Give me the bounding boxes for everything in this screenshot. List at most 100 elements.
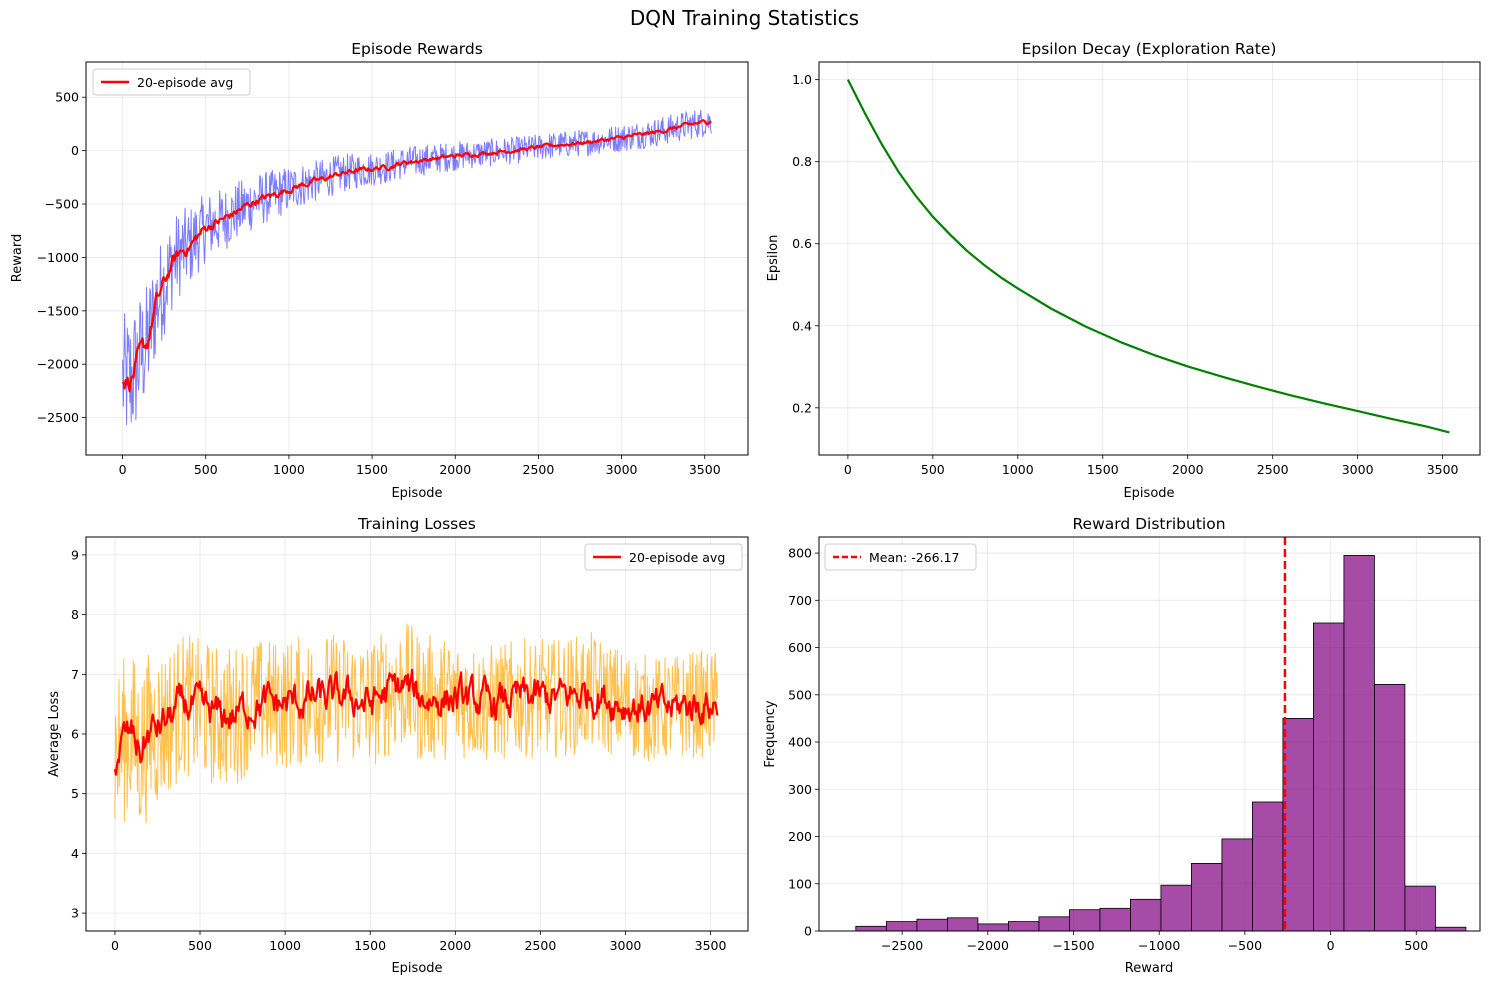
legend: 20-episode avg — [92, 68, 251, 96]
x-tick-label: 1500 — [1087, 462, 1119, 477]
x-tick-label: −1500 — [1052, 938, 1094, 953]
y-tick-label: 400 — [788, 735, 812, 750]
axes-frame — [818, 61, 1481, 456]
legend: 20-episode avg — [584, 543, 743, 571]
legend: Mean: -266.17 — [824, 543, 977, 571]
x-tick-label: 3500 — [695, 938, 727, 953]
histogram-bar — [1130, 898, 1162, 932]
series-marks — [846, 79, 1450, 434]
epsilon-decay-panel: 0 500 1000 1500 2000 2500 3000 3500 0.20.40.60.… — [766, 40, 1481, 501]
series-marks — [121, 109, 712, 426]
x-tick-label: 2500 — [524, 938, 556, 953]
y-tick-label: 1.0 — [792, 72, 812, 87]
x-tick-label: 500 — [188, 938, 212, 953]
legend-label-mean: Mean: -266.17 — [869, 550, 960, 565]
histogram-bar — [1191, 863, 1223, 932]
y-axis-label: Reward — [10, 234, 25, 282]
x-tick-label: 0 — [119, 462, 127, 477]
y-tick-label: 200 — [788, 829, 812, 844]
x-tick-label: 500 — [194, 462, 218, 477]
x-tick-label: −500 — [1228, 938, 1262, 953]
panel-title: Training Losses — [357, 515, 476, 533]
x-axis-label: Episode — [1123, 486, 1174, 501]
y-tick-label: 500 — [55, 90, 79, 105]
series-line-main — [846, 79, 1450, 434]
x-axis-label: Reward — [1125, 961, 1173, 976]
x-tick-label: 500 — [921, 462, 945, 477]
y-ticks: 3 4 5 6 7 8 9 — [71, 547, 86, 921]
y-tick-label: 8 — [71, 607, 79, 622]
y-tick-label: 3 — [71, 906, 79, 921]
histogram-bar — [947, 917, 979, 932]
histogram-bar — [1008, 921, 1040, 932]
x-ticks: 0 500 1000 1500 2000 2500 3000 3500 — [844, 455, 1459, 477]
episode-rewards-panel: 0 500 1000 1500 2000 2500 3000 3500 −2500−2000−… — [10, 40, 749, 501]
y-tick-label: 700 — [788, 593, 812, 608]
x-tick-label: 1000 — [273, 462, 305, 477]
x-axis-label: Episode — [391, 486, 442, 501]
plot-area — [86, 537, 748, 931]
histogram-bar — [855, 925, 887, 932]
x-tick-label: 3000 — [610, 938, 642, 953]
x-tick-label: 1500 — [356, 462, 388, 477]
axes-frame — [818, 536, 1481, 932]
y-tick-label: 0.6 — [792, 236, 812, 251]
y-tick-label: 800 — [788, 546, 812, 561]
y-tick-label: 4 — [71, 846, 79, 861]
x-ticks: 0 500 1000 1500 2000 2500 3000 3500 — [111, 931, 727, 953]
x-tick-label: 2000 — [439, 938, 471, 953]
x-tick-label: 3500 — [1427, 462, 1459, 477]
y-tick-label: 300 — [788, 782, 812, 797]
histogram-bar — [1343, 555, 1375, 932]
legend-label-avg: 20-episode avg — [137, 75, 233, 90]
x-tick-label: 1500 — [354, 938, 386, 953]
histogram-bar — [1282, 718, 1314, 932]
histogram-bar — [1038, 916, 1070, 932]
panel-title: Reward Distribution — [1072, 515, 1225, 533]
series-line-avg — [113, 668, 719, 776]
training-losses-panel: 0 500 1000 1500 2000 2500 3000 3500 3 4 5 6 7 8 9 Tra… — [47, 515, 749, 976]
x-axis-label: Episode — [391, 961, 442, 976]
histogram-bar — [1221, 838, 1253, 932]
gridlines — [819, 537, 1480, 932]
histogram-bar — [1069, 909, 1101, 932]
x-tick-label: −1000 — [1138, 938, 1180, 953]
x-tick-label: 3000 — [606, 462, 638, 477]
reward-distribution-panel: −2500 −2000 −1500 −1000 −500 0 500 0 100 200 300 4… — [763, 515, 1481, 976]
x-ticks: 0 500 1000 1500 2000 2500 3000 3500 — [119, 455, 721, 477]
legend-box — [92, 68, 251, 96]
y-axis-label: Epsilon — [766, 235, 781, 282]
series-marks — [113, 623, 719, 824]
gridlines — [86, 62, 748, 455]
y-tick-label: 0.2 — [792, 400, 812, 415]
y-ticks: 0.2 0.4 0.6 0.8 1.0 — [792, 72, 819, 415]
y-tick-label: −500 — [45, 197, 79, 212]
x-tick-label: 1000 — [1002, 462, 1034, 477]
histogram-bar — [1313, 622, 1345, 932]
y-ticks: −2500 −2000 −1500 −1000 −500 0 500 — [37, 90, 86, 425]
histogram-bar — [1252, 801, 1284, 932]
y-tick-label: 600 — [788, 640, 812, 655]
x-tick-label: −2500 — [881, 938, 923, 953]
series-line-avg — [121, 119, 712, 393]
histogram-bar — [977, 923, 1009, 932]
x-tick-label: 2500 — [1257, 462, 1289, 477]
x-ticks: −2500 −2000 −1500 −1000 −500 0 500 — [881, 931, 1428, 953]
y-tick-label: 5 — [71, 786, 79, 801]
y-tick-label: 6 — [71, 727, 79, 742]
plot-area — [86, 62, 748, 455]
y-tick-label: 100 — [788, 876, 812, 891]
y-tick-label: 9 — [71, 547, 79, 562]
x-tick-label: 0 — [844, 462, 852, 477]
y-tick-label: −2000 — [37, 357, 79, 372]
axes-frame — [85, 61, 749, 456]
histogram-bars — [855, 537, 1467, 932]
x-tick-label: 0 — [1327, 938, 1335, 953]
x-tick-label: 1000 — [269, 938, 301, 953]
y-tick-label: −1500 — [37, 303, 79, 318]
histogram-bar — [1435, 926, 1467, 932]
gridlines — [819, 62, 1480, 455]
histogram-bar — [916, 918, 948, 932]
histogram-bar — [1099, 907, 1131, 932]
